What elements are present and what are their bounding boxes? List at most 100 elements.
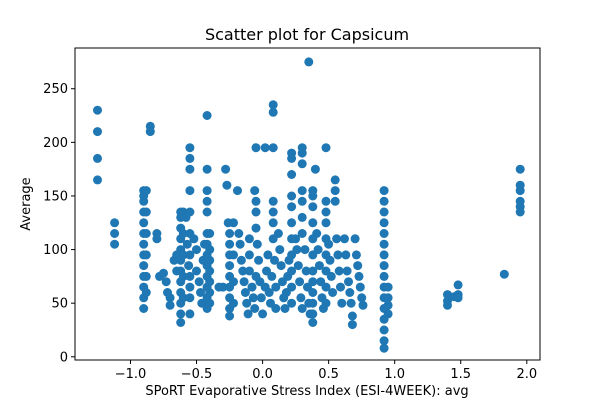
data-point	[161, 277, 171, 287]
data-point	[325, 255, 335, 265]
data-point	[357, 293, 367, 303]
data-point	[297, 229, 307, 238]
data-point	[330, 175, 340, 185]
data-point	[222, 180, 232, 190]
data-point	[202, 207, 212, 217]
data-point	[185, 271, 195, 281]
data-point	[334, 266, 344, 276]
data-point	[443, 300, 452, 310]
data-point	[189, 234, 199, 244]
data-point	[176, 318, 186, 327]
data-point	[205, 255, 215, 265]
data-point	[330, 196, 340, 206]
data-point	[233, 186, 242, 196]
data-point	[287, 191, 297, 201]
data-point	[139, 239, 149, 249]
data-point	[251, 207, 261, 217]
data-point	[280, 304, 290, 313]
data-point	[314, 261, 324, 271]
data-point	[250, 186, 260, 196]
data-point	[185, 164, 195, 174]
data-point	[93, 175, 102, 185]
data-point	[93, 153, 102, 163]
data-point	[238, 266, 248, 276]
data-point	[176, 309, 186, 319]
data-point	[300, 245, 310, 255]
data-point	[379, 343, 389, 353]
data-point	[345, 288, 355, 297]
data-point	[271, 304, 281, 313]
data-point	[139, 261, 149, 271]
y-tick-label: 100	[43, 243, 68, 258]
x-axis-title: SPoRT Evaporative Stress Index (ESI-4WEE…	[145, 384, 468, 399]
data-point	[383, 309, 393, 319]
data-point	[185, 309, 195, 319]
data-point	[248, 293, 258, 303]
y-tick-label: 0	[60, 350, 68, 365]
y-tick-label: 250	[43, 82, 68, 97]
data-point	[379, 239, 389, 249]
data-point	[308, 218, 318, 228]
x-tick-label: −1.0	[115, 367, 147, 382]
data-point	[297, 212, 307, 222]
data-point	[229, 250, 238, 260]
data-point	[141, 229, 151, 238]
data-point	[205, 245, 215, 255]
data-point	[178, 293, 188, 303]
data-point	[308, 309, 318, 319]
data-point	[337, 298, 347, 308]
data-point	[321, 218, 331, 228]
data-point	[110, 229, 120, 238]
data-point	[383, 300, 393, 310]
data-point	[291, 234, 301, 244]
data-point	[165, 300, 175, 310]
data-point	[296, 293, 306, 303]
data-point	[229, 218, 238, 228]
x-tick-label: 1.0	[384, 367, 405, 382]
data-point	[379, 196, 389, 206]
data-point	[308, 202, 318, 212]
data-point	[379, 325, 389, 335]
data-point	[260, 143, 270, 153]
data-point	[110, 239, 120, 249]
data-point	[263, 250, 273, 260]
data-point	[344, 277, 353, 287]
data-point	[347, 320, 357, 330]
data-point	[185, 207, 195, 217]
data-point	[324, 239, 334, 249]
data-point	[225, 311, 235, 321]
data-point	[308, 266, 318, 276]
data-point	[205, 288, 215, 297]
data-point	[225, 261, 235, 271]
data-point	[110, 218, 120, 228]
data-point	[308, 277, 318, 287]
data-point	[287, 298, 297, 308]
data-point	[350, 234, 360, 244]
x-tick-label: 2.0	[516, 367, 537, 382]
data-point	[515, 186, 525, 196]
data-point	[292, 245, 302, 255]
data-point	[244, 250, 254, 260]
data-point	[202, 111, 212, 120]
data-point	[152, 234, 162, 244]
data-point	[297, 186, 307, 196]
data-point	[243, 309, 253, 319]
data-point	[93, 127, 102, 137]
data-point	[165, 293, 175, 303]
data-point	[308, 288, 318, 297]
data-point	[202, 186, 212, 196]
data-point	[205, 266, 215, 276]
data-point	[141, 186, 151, 196]
data-point	[192, 245, 201, 255]
data-point	[287, 282, 297, 292]
data-point	[499, 269, 509, 279]
data-point	[304, 57, 314, 67]
data-point	[287, 170, 297, 179]
data-point	[205, 298, 215, 308]
data-point	[182, 239, 192, 249]
data-point	[295, 277, 305, 287]
data-point	[515, 164, 525, 174]
x-axis: −1.0 −0.5 0.0 0.5 1.0 1.5 2.0	[115, 360, 537, 382]
y-axis-title: Average	[19, 177, 34, 230]
